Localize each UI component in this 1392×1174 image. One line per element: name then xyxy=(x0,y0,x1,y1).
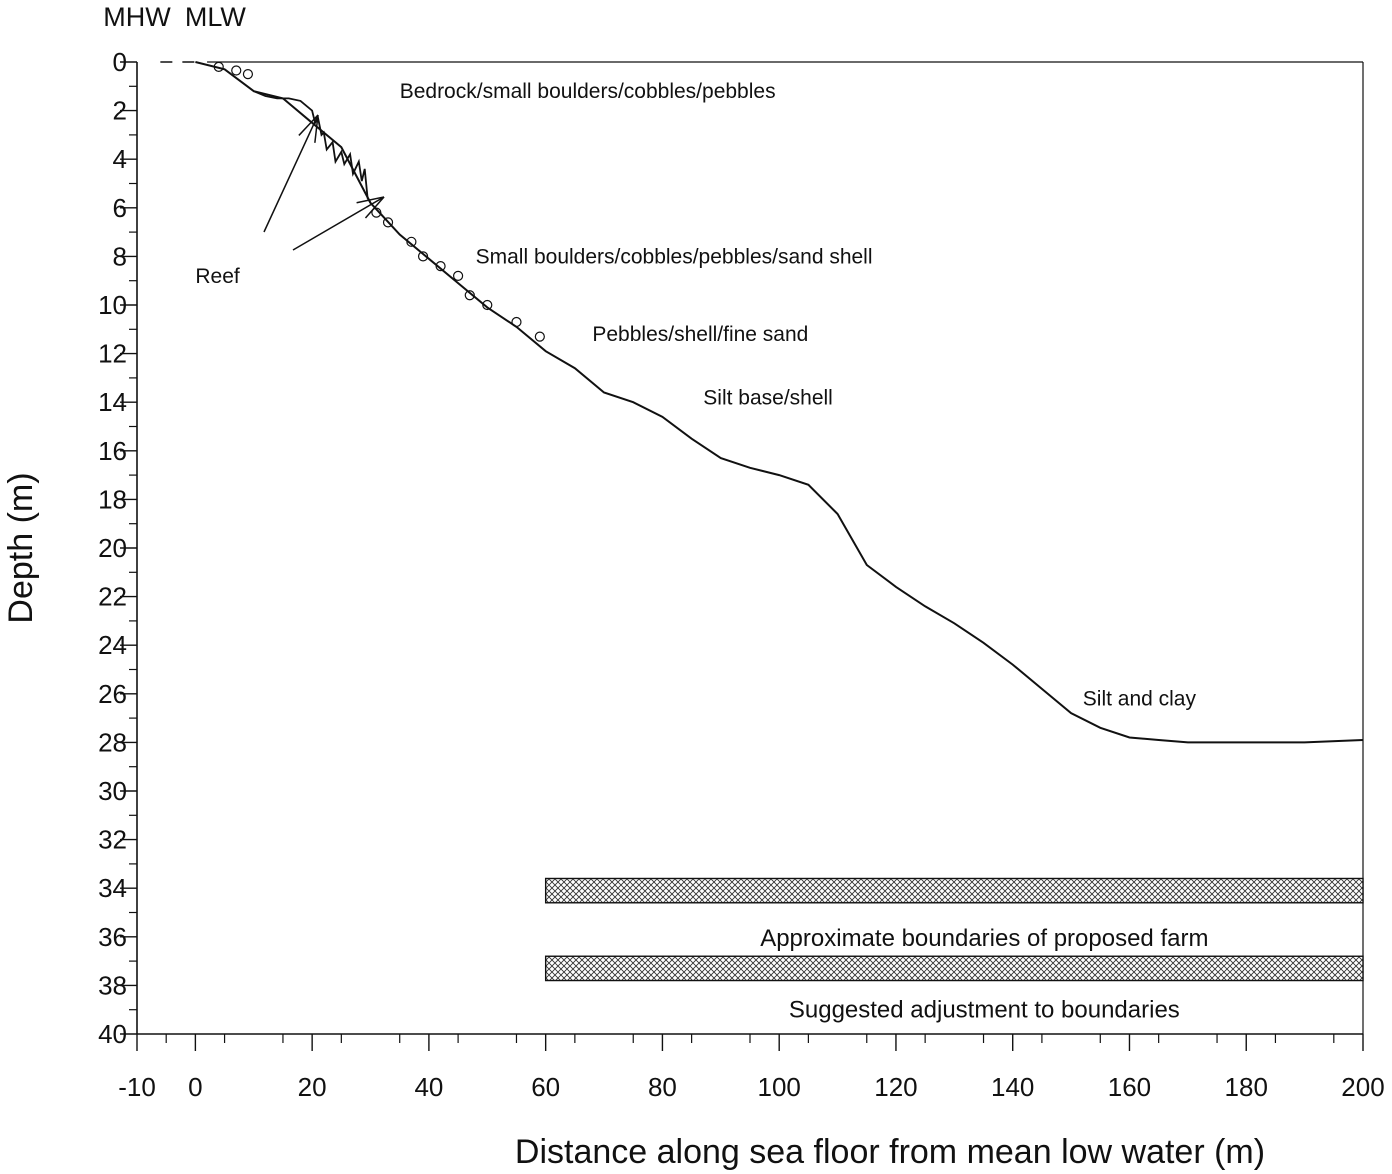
substrate-annotation: Silt base/shell xyxy=(703,386,833,409)
y-tick-label: 4 xyxy=(113,144,127,174)
y-tick-label: 34 xyxy=(98,873,127,903)
y-axis-title: Depth (m) xyxy=(2,472,40,623)
x-tick-label: 80 xyxy=(648,1072,677,1102)
x-tick-label: 20 xyxy=(298,1072,327,1102)
x-tick-label: 180 xyxy=(1225,1072,1268,1102)
x-tick-label: -10 xyxy=(118,1072,156,1102)
y-tick-label: 10 xyxy=(98,290,127,320)
reef-rough-outline xyxy=(253,90,372,204)
y-tick-label: 8 xyxy=(113,241,127,271)
y-tick-label: 2 xyxy=(113,96,127,126)
reference-label: MLW xyxy=(185,2,247,32)
seafloor-profile xyxy=(195,61,1364,744)
x-axis-title: Distance along sea floor from mean low w… xyxy=(515,1133,1265,1171)
boundary-bar xyxy=(544,877,1364,904)
substrate-annotation: Pebbles/shell/fine sand xyxy=(592,323,808,346)
y-tick-label: 12 xyxy=(98,339,127,369)
pebble-marker xyxy=(371,207,382,218)
reef-arrow-head xyxy=(356,196,385,204)
y-tick-label: 6 xyxy=(113,193,127,223)
x-tick-label: 40 xyxy=(414,1072,443,1102)
pebble-marker xyxy=(464,290,475,301)
y-tick-label: 28 xyxy=(98,727,127,757)
x-tick-label: 120 xyxy=(874,1072,917,1102)
pebble-marker xyxy=(213,61,224,72)
x-tick-label: 0 xyxy=(188,1072,202,1102)
pebble-marker xyxy=(534,331,545,342)
reef-arrow xyxy=(263,114,319,233)
y-tick-label: 36 xyxy=(98,922,127,952)
y-tick-label: 18 xyxy=(98,484,127,514)
boundary-bar-label: Suggested adjustment to boundaries xyxy=(789,997,1180,1024)
y-tick-label: 24 xyxy=(98,630,127,660)
boundary-bar xyxy=(544,955,1364,982)
y-tick-label: 16 xyxy=(98,436,127,466)
pebble-marker xyxy=(482,299,493,311)
substrate-annotation: Reef xyxy=(195,265,240,288)
reference-label: MHW xyxy=(103,2,171,32)
x-tick-label: 100 xyxy=(757,1072,800,1102)
y-tick-label: 30 xyxy=(98,776,127,806)
y-tick-label: 0 xyxy=(113,47,127,77)
pebble-marker xyxy=(435,261,446,272)
y-tick-label: 38 xyxy=(98,970,127,1000)
substrate-annotation: Small boulders/cobbles/pebbles/sand shel… xyxy=(476,245,873,268)
reef-arrow-head xyxy=(364,196,385,219)
chart-text: Distance along sea floor from mean low w… xyxy=(2,2,1265,1171)
pebble-marker xyxy=(406,236,417,247)
boundary-bar-label: Approximate boundaries of proposed farm xyxy=(760,925,1208,952)
reef-arrow-head xyxy=(298,114,319,136)
substrate-annotation: Silt and clay xyxy=(1083,688,1197,711)
y-tick-label: 40 xyxy=(98,1019,127,1049)
pebble-marker xyxy=(231,65,242,76)
reef-arrow xyxy=(292,196,385,251)
reef-arrow-head xyxy=(314,114,319,143)
x-tick-label: 60 xyxy=(531,1072,560,1102)
pebble-marker xyxy=(242,69,254,80)
y-tick-label: 14 xyxy=(98,387,127,417)
pebble-marker xyxy=(417,251,429,262)
x-tick-label: 200 xyxy=(1341,1072,1384,1102)
axis-ticks: 0246810121416182022242628303234363840-10… xyxy=(98,47,1385,1102)
x-tick-label: 140 xyxy=(991,1072,1034,1102)
y-tick-label: 20 xyxy=(98,533,127,563)
boundary-bars xyxy=(544,877,1364,982)
pebble-marker xyxy=(511,316,522,328)
y-tick-label: 32 xyxy=(98,825,127,855)
x-tick-label: 160 xyxy=(1108,1072,1151,1102)
y-tick-label: 26 xyxy=(98,679,127,709)
y-tick-label: 22 xyxy=(98,582,127,612)
pebble-marker xyxy=(382,217,394,228)
substrate-annotation: Bedrock/small boulders/cobbles/pebbles xyxy=(400,80,776,103)
pebble-marker xyxy=(452,270,464,281)
